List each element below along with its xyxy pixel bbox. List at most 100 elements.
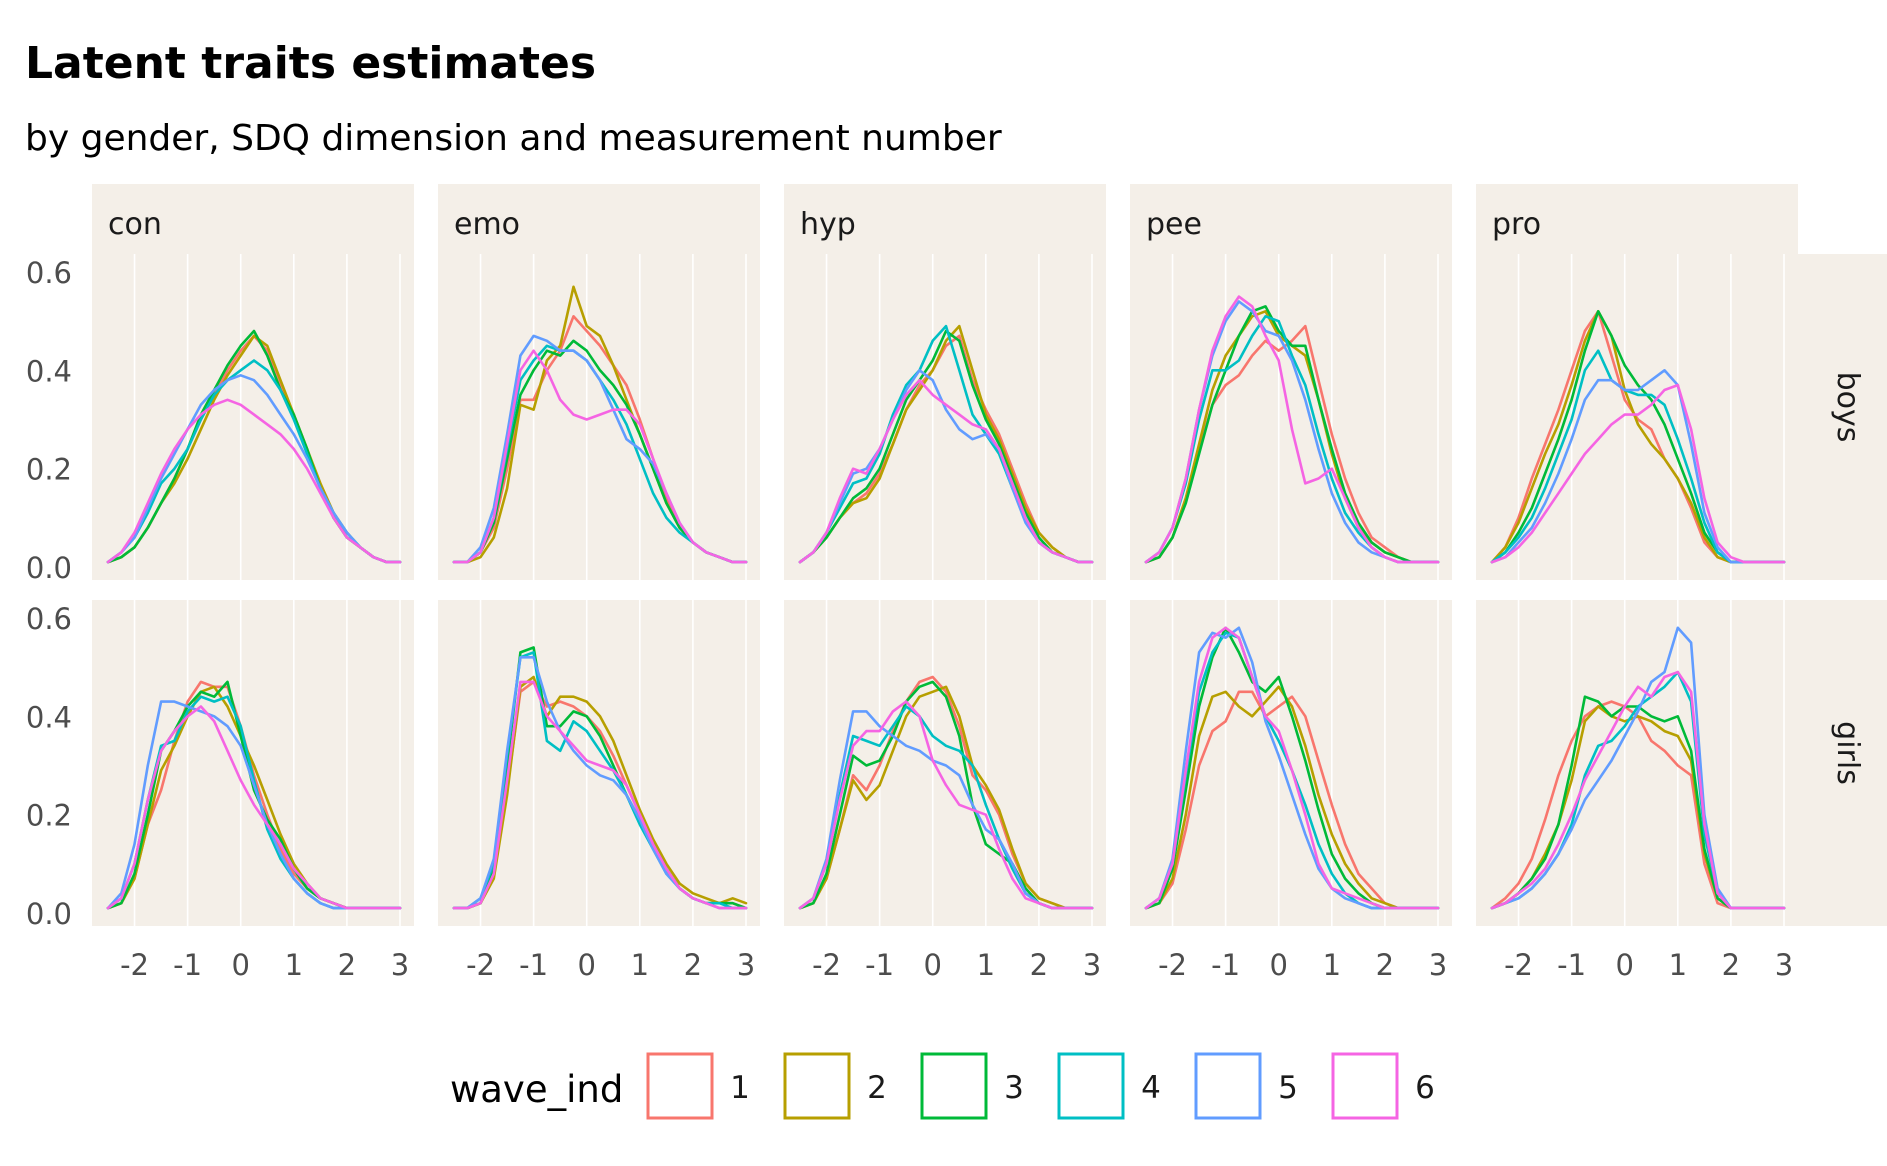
x-tick-label: 0 <box>578 948 596 982</box>
legend-key-4 <box>1057 1052 1125 1120</box>
panel-background <box>92 254 414 580</box>
x-tick-label: -2 <box>1158 948 1187 982</box>
panel-background <box>784 600 1106 926</box>
panel-boys-hyp <box>784 254 1106 580</box>
legend-title: wave_ind <box>450 1068 623 1111</box>
legend-key-5 <box>1194 1052 1262 1120</box>
panel-background <box>1130 600 1452 926</box>
strip-girls <box>1798 600 1887 926</box>
density-line-wave-6 <box>1490 670 1786 910</box>
density-line-wave-6 <box>1490 383 1786 564</box>
strip-con <box>92 184 414 254</box>
chart-title: Latent traits estimates <box>25 38 596 89</box>
x-tick-label: 2 <box>1722 948 1740 982</box>
legend-key-2 <box>783 1052 851 1120</box>
x-tick-label: 2 <box>1376 948 1394 982</box>
density-line-wave-2 <box>798 324 1094 564</box>
x-tick-label: 3 <box>1429 948 1447 982</box>
y-tick-label: 0.2 <box>26 453 72 487</box>
x-tick-label: -1 <box>1211 948 1240 982</box>
x-tick-label: -2 <box>120 948 149 982</box>
density-line-wave-6 <box>798 700 1094 910</box>
x-tick-label: 0 <box>232 948 250 982</box>
strip-pee <box>1130 184 1452 254</box>
x-tick-label: 1 <box>631 948 649 982</box>
y-tick-label: 0.6 <box>26 256 72 290</box>
strip-label-girls: girls <box>1830 721 1865 785</box>
strip-boys <box>1798 254 1887 580</box>
panel-girls-con <box>92 600 414 926</box>
y-tick-label: 0.0 <box>26 897 72 931</box>
density-line-wave-2 <box>452 675 748 910</box>
strip-hyp <box>784 184 1106 254</box>
x-tick-label: 3 <box>737 948 755 982</box>
x-tick-label: 0 <box>924 948 942 982</box>
panel-boys-pee <box>1130 254 1452 580</box>
legend-label-3: 3 <box>1004 1070 1024 1106</box>
density-line-wave-3 <box>1144 305 1440 564</box>
density-line-wave-5 <box>106 374 402 564</box>
chart-subtitle: by gender, SDQ dimension and measurement… <box>25 118 1002 159</box>
strip-label-pee: pee <box>1146 207 1202 242</box>
x-tick-label: 3 <box>1083 948 1101 982</box>
x-tick-label: 1 <box>1669 948 1687 982</box>
x-tick-label: 3 <box>391 948 409 982</box>
y-tick-label: 0.4 <box>26 700 72 734</box>
x-tick-label: 2 <box>684 948 702 982</box>
strip-label-pro: pro <box>1492 207 1541 242</box>
x-tick-label: -2 <box>466 948 495 982</box>
legend-key-3 <box>920 1052 988 1120</box>
strip-label-con: con <box>108 207 162 242</box>
legend-label-1: 1 <box>730 1070 750 1106</box>
strip-label-boys: boys <box>1830 372 1865 443</box>
x-tick-label: -1 <box>173 948 202 982</box>
density-line-wave-2 <box>798 685 1094 910</box>
density-line-wave-6 <box>452 680 748 910</box>
density-line-wave-6 <box>106 705 402 910</box>
density-line-wave-6 <box>1144 626 1440 910</box>
y-tick-label: 0.2 <box>26 799 72 833</box>
x-tick-label: 0 <box>1616 948 1634 982</box>
density-line-wave-5 <box>1490 369 1786 564</box>
density-line-wave-6 <box>798 378 1094 564</box>
y-tick-label: 0.0 <box>26 551 72 585</box>
strip-emo <box>438 184 760 254</box>
x-tick-label: -2 <box>812 948 841 982</box>
legend: wave_ind 1 2 3 4 5 6 <box>450 1052 1435 1120</box>
strip-label-hyp: hyp <box>800 207 856 242</box>
density-line-wave-6 <box>106 398 402 564</box>
x-tick-label: 2 <box>1030 948 1048 982</box>
legend-label-4: 4 <box>1141 1070 1161 1106</box>
legend-label-2: 2 <box>867 1070 887 1106</box>
strip-pro <box>1476 184 1798 254</box>
panel-girls-pro <box>1476 600 1798 926</box>
legend-key-1 <box>646 1052 714 1120</box>
legend-label-5: 5 <box>1278 1070 1298 1106</box>
x-tick-label: -1 <box>519 948 548 982</box>
density-line-wave-2 <box>1144 685 1440 910</box>
panel-background <box>784 254 1106 580</box>
panel-boys-pro <box>1476 254 1798 580</box>
legend-key-6 <box>1331 1052 1399 1120</box>
x-tick-label: 0 <box>1270 948 1288 982</box>
y-tick-label: 0.4 <box>26 354 72 388</box>
density-line-wave-3 <box>798 329 1094 564</box>
facet-panels: con emo hyp pee pro boys girls 0.0 0.2 0.4 0.6 0.0 0… <box>26 184 1887 982</box>
x-tick-label: -1 <box>1557 948 1586 982</box>
x-tick-label: -1 <box>865 948 894 982</box>
panel-background <box>1130 254 1452 580</box>
x-tick-label: 1 <box>285 948 303 982</box>
density-line-wave-6 <box>452 349 748 564</box>
panel-boys-emo <box>438 254 760 580</box>
x-tick-label: -2 <box>1504 948 1533 982</box>
x-tick-label: 1 <box>1323 948 1341 982</box>
x-tick-label: 1 <box>977 948 995 982</box>
panel-girls-emo <box>438 600 760 926</box>
strip-label-emo: emo <box>454 207 520 242</box>
panel-girls-hyp <box>784 600 1106 926</box>
y-tick-label: 0.6 <box>26 602 72 636</box>
legend-label-6: 6 <box>1415 1070 1435 1106</box>
x-tick-label: 3 <box>1775 948 1793 982</box>
